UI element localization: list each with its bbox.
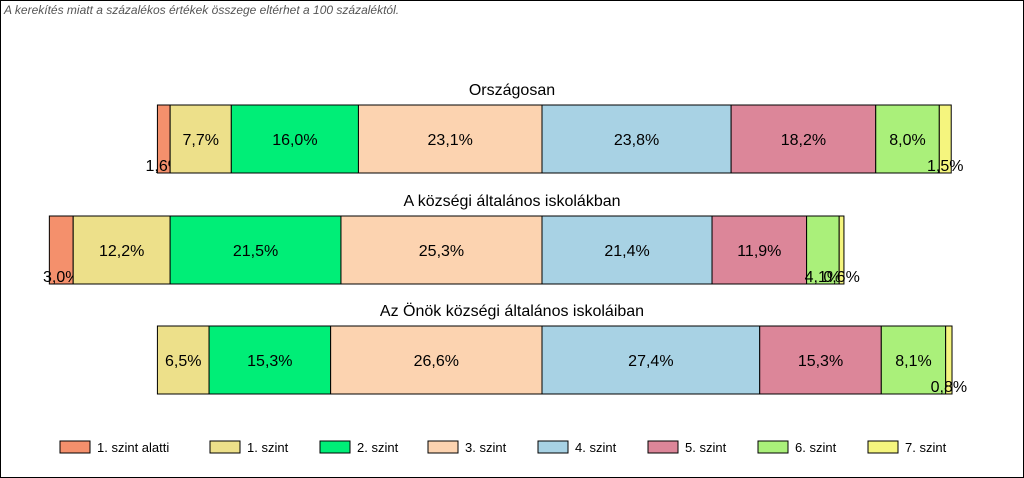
bar-title: Az Önök községi általános iskoláiban (380, 302, 644, 320)
data-label: 23,1% (428, 132, 473, 149)
data-label: 16,0% (272, 132, 317, 149)
rounding-note: A kerekítés miatt a százalékos értékek ö… (4, 3, 400, 17)
bar-segment (875, 104, 940, 174)
bar-segment (838, 215, 845, 285)
bar-segment (711, 215, 808, 285)
bar-segment (541, 325, 761, 395)
data-label: 8,1% (895, 353, 931, 370)
bar-segment (330, 325, 543, 395)
legend-swatch (209, 440, 241, 454)
bar-segment (945, 325, 953, 395)
bar-title: A községi általános iskolákban (403, 193, 620, 210)
data-label: 0,6% (823, 269, 859, 286)
legend-label: 2. szint (357, 440, 399, 455)
data-label: 0,8% (931, 379, 967, 396)
data-label: 3,0% (43, 269, 79, 286)
data-label: 8,0% (889, 132, 925, 149)
data-label: 26,6% (414, 353, 459, 370)
legend-label: 4. szint (575, 440, 617, 455)
bar-segment (806, 215, 840, 285)
legend-swatch (647, 440, 679, 454)
data-label: 7,7% (182, 132, 218, 149)
bar-segment (730, 104, 877, 174)
data-label: 15,3% (247, 353, 292, 370)
data-label: 23,8% (614, 132, 659, 149)
data-label: 15,3% (798, 353, 843, 370)
bar-segment (541, 104, 732, 174)
legend-label: 5. szint (685, 440, 727, 455)
data-label: 21,5% (233, 243, 278, 260)
legend-swatch (757, 440, 789, 454)
legend-label: 1. szint (247, 440, 289, 455)
data-label: 4,1% (805, 269, 841, 286)
legend-label: 6. szint (795, 440, 837, 455)
bar-segment (340, 215, 543, 285)
legend-swatch (59, 440, 91, 454)
data-label: 12,2% (99, 243, 144, 260)
legend-label: 7. szint (905, 440, 947, 455)
bar-segment (541, 215, 713, 285)
legend-swatch (319, 440, 351, 454)
bar-segment (880, 325, 947, 395)
data-label: 21,4% (604, 243, 649, 260)
bar-segment (938, 104, 952, 174)
bar-segment (169, 215, 342, 285)
bar-segment (230, 104, 359, 174)
legend-label: 1. szint alatti (97, 440, 169, 455)
bar-segment (156, 325, 210, 395)
bar-segment (759, 325, 882, 395)
data-label: 1,5% (927, 158, 963, 175)
legend-swatch (537, 440, 569, 454)
data-label: 18,2% (781, 132, 826, 149)
bar-segment (72, 215, 171, 285)
bar-segment (208, 325, 332, 395)
bar-title: Országosan (469, 82, 555, 99)
legend-swatch (867, 440, 899, 454)
legend-swatch (427, 440, 459, 454)
data-label: 27,4% (628, 353, 673, 370)
legend-label: 3. szint (465, 440, 507, 455)
bar-segment (357, 104, 543, 174)
data-label: 6,5% (165, 353, 201, 370)
data-label: 11,9% (737, 243, 781, 260)
data-label: 25,3% (419, 243, 464, 260)
